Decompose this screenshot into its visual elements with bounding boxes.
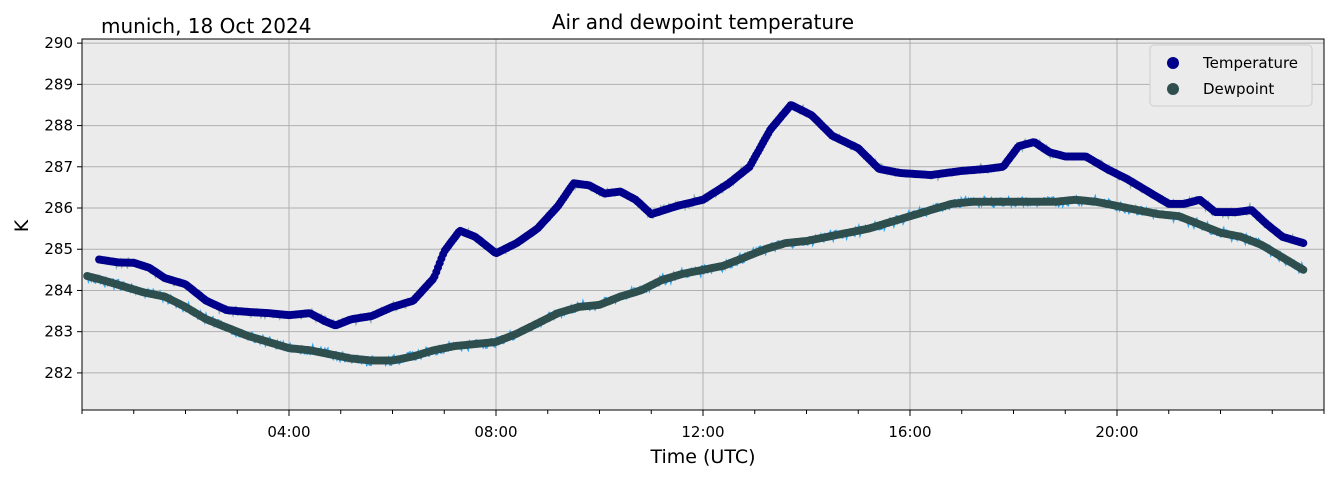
y-tick-label: 286 xyxy=(44,199,73,217)
series-temperature xyxy=(95,101,1308,330)
x-axis-label: Time (UTC) xyxy=(649,446,755,468)
y-axis-ticks: 282 283 284 285 286 287 288 289 290 xyxy=(44,34,82,382)
legend-label-dewpoint: Dewpoint xyxy=(1203,80,1274,98)
y-tick-label: 284 xyxy=(44,281,73,299)
x-tick-label: 12:00 xyxy=(681,423,724,441)
x-tick-label: 16:00 xyxy=(888,423,931,441)
chart-subtitle: munich, 18 Oct 2024 xyxy=(101,14,311,38)
chart-title: Air and dewpoint temperature xyxy=(552,10,854,34)
legend: Temperature Dewpoint xyxy=(1149,44,1313,107)
y-tick-label: 287 xyxy=(44,158,73,176)
y-axis-label: K xyxy=(11,219,33,232)
legend-marker-temperature xyxy=(1167,57,1179,69)
y-tick-label: 290 xyxy=(44,34,73,52)
y-tick-label: 288 xyxy=(44,117,73,135)
legend-marker-dewpoint xyxy=(1167,83,1179,95)
data-point xyxy=(1299,239,1308,248)
data-point xyxy=(1299,265,1308,274)
y-tick-label: 289 xyxy=(44,75,73,93)
y-tick-label: 282 xyxy=(44,364,73,382)
x-tick-label: 04:00 xyxy=(267,423,310,441)
legend-label-temperature: Temperature xyxy=(1202,54,1298,72)
y-tick-label: 285 xyxy=(44,240,73,258)
y-tick-label: 283 xyxy=(44,323,73,341)
x-axis-ticks: 04:00 08:00 12:00 16:00 20:00 xyxy=(81,410,1325,441)
x-tick-label: 20:00 xyxy=(1095,423,1138,441)
series-layer xyxy=(83,101,1308,365)
x-tick-label: 08:00 xyxy=(474,423,517,441)
legend-box xyxy=(1149,44,1313,107)
series-dewpoint xyxy=(83,195,1308,365)
